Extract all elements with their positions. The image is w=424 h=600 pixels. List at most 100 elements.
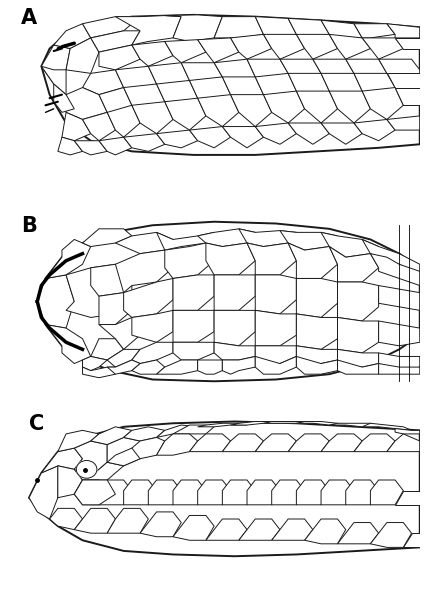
Polygon shape bbox=[255, 346, 296, 364]
Polygon shape bbox=[165, 15, 222, 41]
Polygon shape bbox=[280, 230, 338, 250]
Polygon shape bbox=[124, 278, 173, 317]
Polygon shape bbox=[288, 73, 329, 105]
Polygon shape bbox=[387, 116, 420, 130]
Polygon shape bbox=[66, 38, 99, 73]
Polygon shape bbox=[165, 40, 206, 63]
Polygon shape bbox=[198, 38, 239, 63]
Polygon shape bbox=[173, 425, 214, 434]
Polygon shape bbox=[74, 480, 115, 505]
Polygon shape bbox=[107, 437, 140, 466]
Polygon shape bbox=[272, 519, 313, 540]
Polygon shape bbox=[54, 84, 74, 112]
Polygon shape bbox=[321, 123, 362, 144]
Polygon shape bbox=[62, 112, 91, 141]
Polygon shape bbox=[231, 95, 272, 127]
Polygon shape bbox=[42, 45, 70, 84]
Polygon shape bbox=[280, 59, 321, 88]
Polygon shape bbox=[140, 512, 181, 537]
Polygon shape bbox=[115, 232, 173, 254]
Polygon shape bbox=[255, 356, 296, 374]
Polygon shape bbox=[156, 80, 198, 112]
Polygon shape bbox=[354, 434, 395, 452]
Polygon shape bbox=[329, 91, 371, 123]
Polygon shape bbox=[74, 141, 107, 155]
Polygon shape bbox=[329, 423, 379, 427]
Polygon shape bbox=[156, 360, 198, 374]
Polygon shape bbox=[37, 222, 420, 381]
Polygon shape bbox=[132, 437, 165, 459]
Polygon shape bbox=[247, 59, 288, 88]
Polygon shape bbox=[263, 421, 313, 423]
Polygon shape bbox=[83, 367, 115, 378]
Polygon shape bbox=[58, 466, 83, 498]
Polygon shape bbox=[173, 275, 214, 310]
Polygon shape bbox=[247, 243, 296, 275]
Polygon shape bbox=[329, 34, 371, 59]
Polygon shape bbox=[387, 24, 420, 38]
Polygon shape bbox=[371, 523, 412, 547]
Polygon shape bbox=[91, 427, 132, 445]
Polygon shape bbox=[395, 88, 420, 105]
Polygon shape bbox=[107, 508, 148, 533]
Polygon shape bbox=[288, 123, 329, 144]
Polygon shape bbox=[107, 360, 140, 374]
Polygon shape bbox=[371, 480, 403, 505]
Polygon shape bbox=[255, 73, 296, 105]
Polygon shape bbox=[148, 480, 181, 505]
Polygon shape bbox=[115, 66, 156, 95]
Polygon shape bbox=[107, 349, 140, 367]
Polygon shape bbox=[107, 448, 148, 466]
Polygon shape bbox=[99, 293, 132, 325]
Polygon shape bbox=[255, 434, 296, 452]
Polygon shape bbox=[338, 317, 379, 353]
Polygon shape bbox=[115, 250, 173, 293]
Polygon shape bbox=[107, 105, 140, 137]
Polygon shape bbox=[124, 480, 156, 505]
Polygon shape bbox=[99, 480, 132, 505]
Polygon shape bbox=[296, 421, 346, 425]
Polygon shape bbox=[329, 247, 379, 282]
Polygon shape bbox=[214, 59, 255, 88]
Polygon shape bbox=[387, 434, 420, 452]
Text: C: C bbox=[29, 415, 44, 434]
Polygon shape bbox=[362, 239, 420, 275]
Polygon shape bbox=[296, 34, 338, 59]
Polygon shape bbox=[45, 239, 91, 278]
Polygon shape bbox=[29, 421, 420, 556]
Polygon shape bbox=[198, 423, 247, 427]
Polygon shape bbox=[66, 264, 132, 317]
Polygon shape bbox=[198, 95, 239, 127]
Polygon shape bbox=[99, 137, 132, 155]
Polygon shape bbox=[346, 59, 387, 88]
Polygon shape bbox=[132, 342, 173, 364]
Polygon shape bbox=[379, 59, 420, 84]
Polygon shape bbox=[45, 325, 91, 364]
Polygon shape bbox=[395, 491, 420, 505]
Polygon shape bbox=[99, 45, 140, 70]
Polygon shape bbox=[198, 229, 255, 247]
Polygon shape bbox=[231, 421, 280, 425]
Polygon shape bbox=[156, 232, 214, 250]
Polygon shape bbox=[222, 127, 263, 148]
Polygon shape bbox=[58, 430, 99, 452]
Polygon shape bbox=[206, 243, 255, 275]
Polygon shape bbox=[354, 73, 395, 102]
Polygon shape bbox=[371, 254, 420, 286]
Polygon shape bbox=[37, 275, 74, 328]
Polygon shape bbox=[362, 38, 403, 59]
Polygon shape bbox=[338, 360, 379, 374]
Polygon shape bbox=[239, 519, 280, 540]
Polygon shape bbox=[173, 342, 214, 360]
Polygon shape bbox=[222, 356, 255, 374]
Polygon shape bbox=[338, 523, 379, 544]
Polygon shape bbox=[255, 123, 296, 144]
Polygon shape bbox=[50, 508, 83, 530]
Polygon shape bbox=[304, 519, 346, 544]
Polygon shape bbox=[296, 314, 338, 349]
Polygon shape bbox=[255, 310, 296, 346]
Polygon shape bbox=[296, 480, 329, 505]
Polygon shape bbox=[190, 434, 231, 452]
Polygon shape bbox=[99, 317, 140, 349]
Polygon shape bbox=[165, 98, 206, 130]
